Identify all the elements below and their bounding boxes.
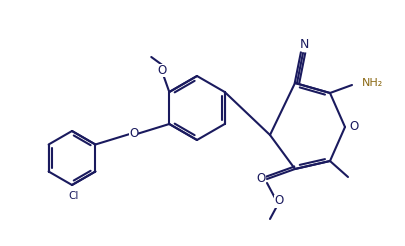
- Text: O: O: [256, 171, 265, 184]
- Text: O: O: [349, 121, 358, 134]
- Text: O: O: [129, 127, 138, 140]
- Text: N: N: [298, 37, 308, 50]
- Text: O: O: [274, 195, 283, 207]
- Text: Cl: Cl: [68, 191, 79, 201]
- Text: NH₂: NH₂: [361, 78, 382, 88]
- Text: O: O: [157, 63, 166, 77]
